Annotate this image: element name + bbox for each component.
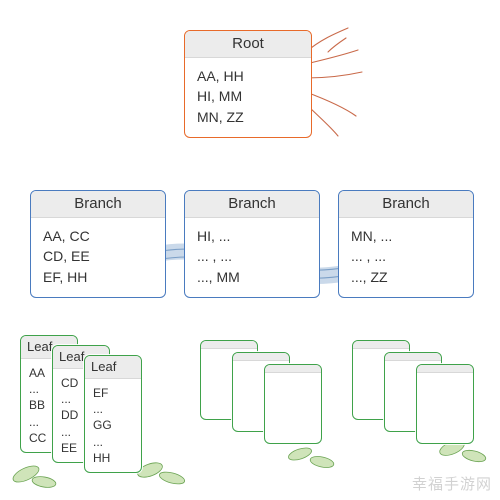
leaf-body bbox=[265, 373, 321, 387]
watermark: 幸福手游网 bbox=[412, 473, 492, 494]
branch-title: Branch bbox=[185, 191, 319, 218]
branch-node: Branch MN, ... ... , ... ..., ZZ bbox=[338, 190, 474, 298]
leaf-title bbox=[265, 365, 321, 373]
branch-row: EF, HH bbox=[43, 267, 153, 287]
leaf-body: EF...GG...HH bbox=[85, 379, 141, 473]
root-node: Root AA, HH HI, MM MN, ZZ bbox=[184, 30, 312, 138]
root-title: Root bbox=[185, 31, 311, 58]
branch-row: ..., ZZ bbox=[351, 267, 461, 287]
branch-body: AA, CC CD, EE EF, HH bbox=[31, 218, 165, 297]
leaf-row: ... bbox=[93, 434, 133, 450]
root-body: AA, HH HI, MM MN, ZZ bbox=[185, 58, 311, 137]
leaf-node bbox=[416, 364, 474, 444]
leaf-row: EF bbox=[93, 385, 133, 401]
branch-title: Branch bbox=[31, 191, 165, 218]
branch-body: HI, ... ... , ... ..., MM bbox=[185, 218, 319, 297]
leaf-title bbox=[417, 365, 473, 373]
branch-node: Branch AA, CC CD, EE EF, HH bbox=[30, 190, 166, 298]
leaf-title bbox=[353, 341, 409, 349]
branch-row: ..., MM bbox=[197, 267, 307, 287]
branch-row: HI, ... bbox=[197, 226, 307, 246]
root-row: MN, ZZ bbox=[197, 107, 299, 127]
branch-row: MN, ... bbox=[351, 226, 461, 246]
leaf-title bbox=[385, 353, 441, 361]
branch-node: Branch HI, ... ... , ... ..., MM bbox=[184, 190, 320, 298]
root-row: HI, MM bbox=[197, 86, 299, 106]
leaf-node bbox=[264, 364, 322, 444]
leaf-node: LeafEF...GG...HH bbox=[84, 355, 142, 473]
leaf-title: Leaf bbox=[85, 356, 141, 379]
branch-row: ... , ... bbox=[351, 246, 461, 266]
diagram-stage: Root AA, HH HI, MM MN, ZZ Branch AA, CC … bbox=[0, 0, 500, 500]
branch-row: AA, CC bbox=[43, 226, 153, 246]
branch-title: Branch bbox=[339, 191, 473, 218]
leaf-row: HH bbox=[93, 450, 133, 466]
branch-row: CD, EE bbox=[43, 246, 153, 266]
root-row: AA, HH bbox=[197, 66, 299, 86]
leaf-title bbox=[201, 341, 257, 349]
leaf-row: ... bbox=[93, 401, 133, 417]
leaf-row: GG bbox=[93, 417, 133, 433]
leaf-title bbox=[233, 353, 289, 361]
branch-body: MN, ... ... , ... ..., ZZ bbox=[339, 218, 473, 297]
leaf-body bbox=[417, 373, 473, 387]
branch-row: ... , ... bbox=[197, 246, 307, 266]
